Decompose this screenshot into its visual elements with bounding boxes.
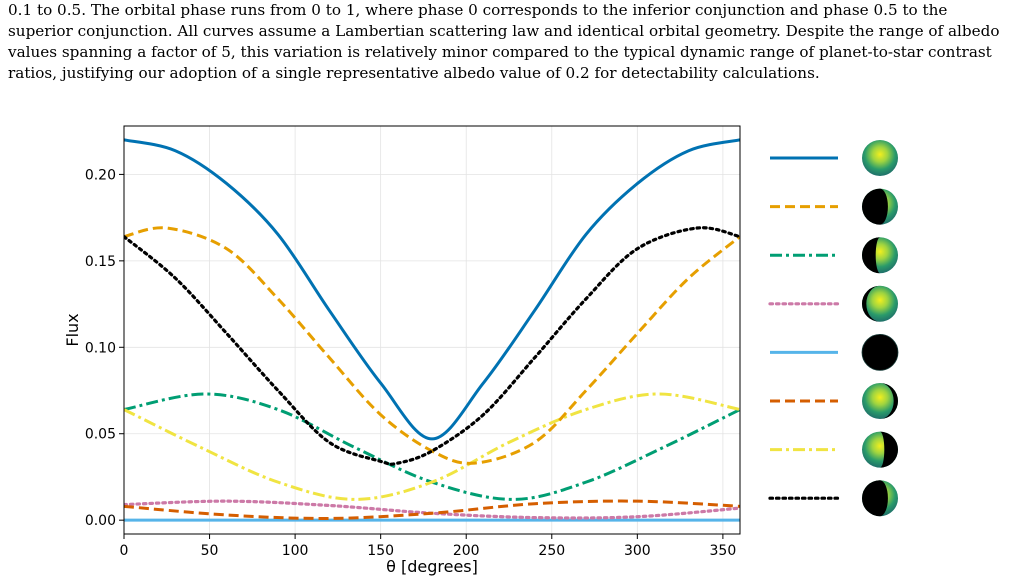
planet-shadow [862,188,888,225]
thin-crescent-planet-icon [862,383,898,419]
planet-shadow [862,285,880,322]
series-line-8 [124,226,740,466]
planet-disk [862,383,898,419]
planet-disk [862,140,898,176]
caption-line: 0.1 to 0.5. The orbital phase runs from … [8,1,948,19]
y-tick-label: 0.15 [85,254,116,270]
gibbous-phase-planet-icon [862,188,898,225]
gibbous-phase-planet-icon [862,480,898,517]
x-tick-label: 100 [282,543,309,559]
planet-shadow [862,480,888,517]
crescent-phase-planet-icon [862,431,898,468]
caption-line: superior conjunction. All curves assume … [8,22,1000,40]
planet-shadow [880,383,898,419]
planet-shadow [880,431,898,468]
planet-disk [862,285,898,322]
series-line-1 [124,138,740,441]
planet-rim [861,333,899,371]
planet-shadow [862,237,880,274]
thin-crescent-planet-icon [862,285,898,322]
planet-disk [862,334,898,371]
caption-line: ratios, justifying our adoption of a sin… [8,64,820,82]
y-tick-label: 0.10 [85,340,116,356]
series-layer [124,138,740,522]
y-tick-label: 0.05 [85,427,116,443]
x-tick-label: 350 [710,543,737,559]
y-axis-label: Flux [63,313,82,346]
x-tick-label: 150 [367,543,394,559]
caption-line: values spanning a factor of 5, this vari… [8,43,992,61]
full-phase-planet-icon [862,140,898,176]
plot-frame [123,125,741,535]
axis-ticks: 0 50 100 150 200 250 300 350 0.00 0.05 0.10 0.15 0.2… [85,167,736,559]
x-tick-label: 0 [120,543,129,559]
series-line-6 [124,499,740,520]
dark-planet-icon [861,333,899,371]
series-line-2 [124,226,740,465]
crescent-phase-planet-icon [862,237,898,274]
x-tick-label: 50 [201,543,219,559]
legend [768,140,899,517]
grid-lines [123,126,740,534]
x-tick-label: 200 [453,543,480,559]
y-tick-label: 0.00 [85,513,116,529]
y-tick-label: 0.20 [85,167,116,183]
series-line-7 [124,392,740,501]
x-tick-label: 300 [624,543,651,559]
x-axis-label: θ [degrees] [386,557,478,576]
figure-caption: 0.1 to 0.5. The orbital phase runs from … [8,0,1026,84]
x-tick-label: 250 [538,543,565,559]
